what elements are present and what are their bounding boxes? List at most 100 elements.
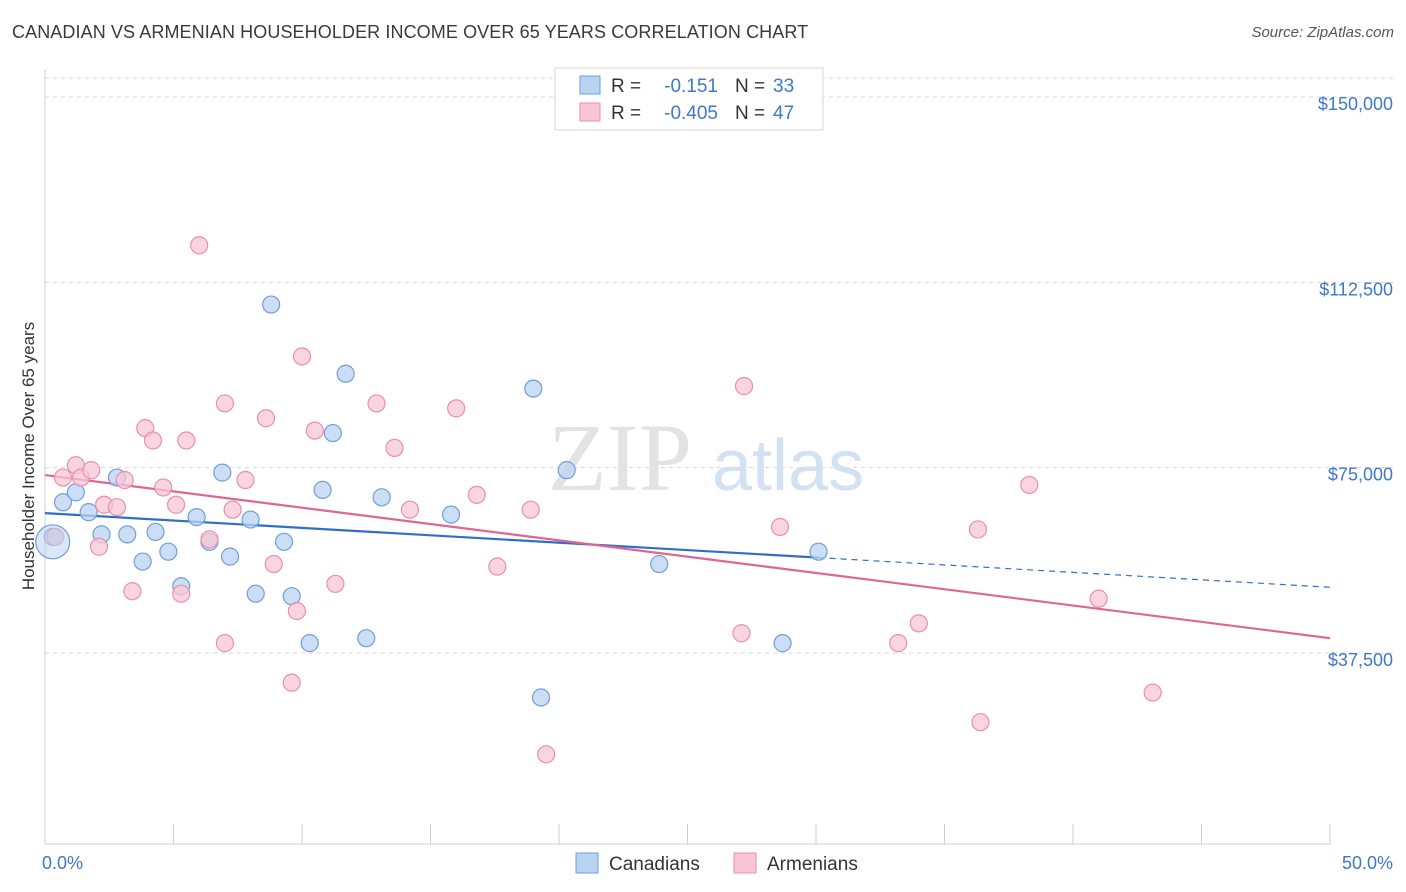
canadians-cluster-point <box>35 524 71 560</box>
bottom-legend: Canadians Armenians <box>575 852 858 875</box>
legend-n-value-0: 33 <box>773 76 794 97</box>
armenians-point-17 <box>200 530 219 549</box>
armenians-point-9 <box>123 582 142 601</box>
legend-swatch-0 <box>579 75 601 95</box>
armenians-point-22 <box>256 409 276 428</box>
bottom-legend-label-0: Canadians <box>609 854 700 875</box>
legend: R = -0.151 N = 33 R = -0.405 N = 47 <box>554 67 824 131</box>
canadians-point-23 <box>336 364 355 383</box>
armenians-point-39 <box>770 517 790 537</box>
canadians-point-15 <box>241 510 260 529</box>
legend-n-label-0: N = <box>735 76 765 97</box>
armenians-point-38 <box>734 377 754 396</box>
armenians-trend-line <box>44 473 1331 640</box>
canadians-point-29 <box>557 461 576 480</box>
legend-n-value-1: 47 <box>773 103 794 124</box>
legend-n-label-1: N = <box>735 103 765 124</box>
canadians-point-24 <box>357 629 376 648</box>
armenians-point-35 <box>521 500 540 519</box>
canadians-point-22 <box>323 423 342 443</box>
armenians-point-16 <box>190 236 209 255</box>
armenians-point-41 <box>909 614 928 633</box>
canadians-point-21 <box>313 480 332 500</box>
canadians-point-11 <box>187 507 206 527</box>
canadians-trend-extension <box>818 557 1331 588</box>
grid <box>45 77 1395 654</box>
canadians-point-20 <box>300 634 319 653</box>
watermark: ZIP atlas <box>548 404 864 511</box>
armenians-point-45 <box>1089 589 1108 608</box>
armenians-point-21 <box>236 470 255 490</box>
canadians-point-6 <box>118 525 137 544</box>
armenians-point-14 <box>172 584 191 603</box>
x-tick-label-1: 50.0% <box>1342 853 1393 873</box>
legend-r-value-1: -0.405 <box>664 103 718 124</box>
y-tick-label-2: $75,000 <box>1328 465 1393 485</box>
legend-swatch-1 <box>579 102 601 122</box>
armenians-point-34 <box>488 557 507 576</box>
armenians-point-28 <box>326 574 345 593</box>
canadians-point-25 <box>372 488 391 507</box>
trend-lines <box>44 473 1331 640</box>
armenians-point-5 <box>89 537 109 556</box>
armenians-point-7 <box>107 498 127 517</box>
canadians-point-8 <box>146 522 165 542</box>
canadians-point-17 <box>262 295 281 314</box>
armenians-point-46 <box>1143 683 1162 702</box>
armenians-point-23 <box>264 554 283 574</box>
canadians-trend-line <box>44 512 819 559</box>
armenians-point-32 <box>447 399 466 418</box>
armenians-point-29 <box>367 394 386 413</box>
armenians-point-11 <box>143 431 163 450</box>
axes <box>44 70 1331 845</box>
armenians-point-18 <box>215 634 234 653</box>
chart-source: Source: ZipAtlas.com <box>1251 24 1394 41</box>
canadians-point-7 <box>133 552 152 571</box>
armenians-point-15 <box>177 431 196 450</box>
armenians-point-1 <box>53 468 73 487</box>
canadians-point-18 <box>274 532 294 551</box>
legend-r-label-1: R = <box>611 103 641 124</box>
legend-r-label-0: R = <box>611 76 641 97</box>
data-points <box>35 236 1162 764</box>
bottom-legend-swatch-0 <box>575 852 599 874</box>
y-axis-label: Householder Income Over 65 years <box>19 322 38 590</box>
bottom-legend-label-1: Armenians <box>767 854 858 875</box>
armenians-point-30 <box>385 438 404 457</box>
watermark-atlas: atlas <box>712 426 864 506</box>
canadians-point-1 <box>53 493 73 512</box>
canadians-point-9 <box>159 542 178 561</box>
armenians-point-43 <box>968 520 988 539</box>
armenians-point-26 <box>292 347 312 366</box>
armenians-point-44 <box>1020 475 1039 495</box>
armenians-point-33 <box>467 485 486 504</box>
chart-title: CANADIAN VS ARMENIAN HOUSEHOLDER INCOME … <box>12 22 809 42</box>
armenians-point-42 <box>971 713 990 732</box>
y-tick-label-1: $112,500 <box>1319 279 1393 299</box>
armenians-point-24 <box>282 673 301 692</box>
canadians-point-13 <box>213 463 232 482</box>
armenians-point-27 <box>305 421 324 440</box>
armenians-point-25 <box>287 601 306 621</box>
y-tick-label-3: $37,500 <box>1328 650 1393 670</box>
armenians-point-37 <box>732 624 751 643</box>
canadians-point-3 <box>79 503 98 522</box>
armenians-point-40 <box>889 634 908 653</box>
x-tick-labels: 0.0% 50.0% <box>42 853 1393 873</box>
armenians-point-8 <box>115 470 134 490</box>
armenians-point-31 <box>400 500 420 519</box>
canadians-point-30 <box>650 554 669 574</box>
armenians-point-4 <box>82 461 101 480</box>
armenians-point-13 <box>166 495 186 514</box>
armenians-point-12 <box>154 478 173 497</box>
canadians-point-32 <box>809 542 828 561</box>
x-tick-label-0: 0.0% <box>42 853 83 873</box>
y-tick-label-0: $150,000 <box>1318 94 1393 114</box>
y-tick-labels: $150,000 $112,500 $75,000 $37,500 <box>1318 94 1393 670</box>
bottom-legend-swatch-1 <box>733 852 757 874</box>
armenians-point-36 <box>537 745 556 764</box>
legend-r-value-0: -0.151 <box>664 76 718 97</box>
canadians-point-31 <box>773 634 792 653</box>
watermark-zip: ZIP <box>548 404 692 511</box>
